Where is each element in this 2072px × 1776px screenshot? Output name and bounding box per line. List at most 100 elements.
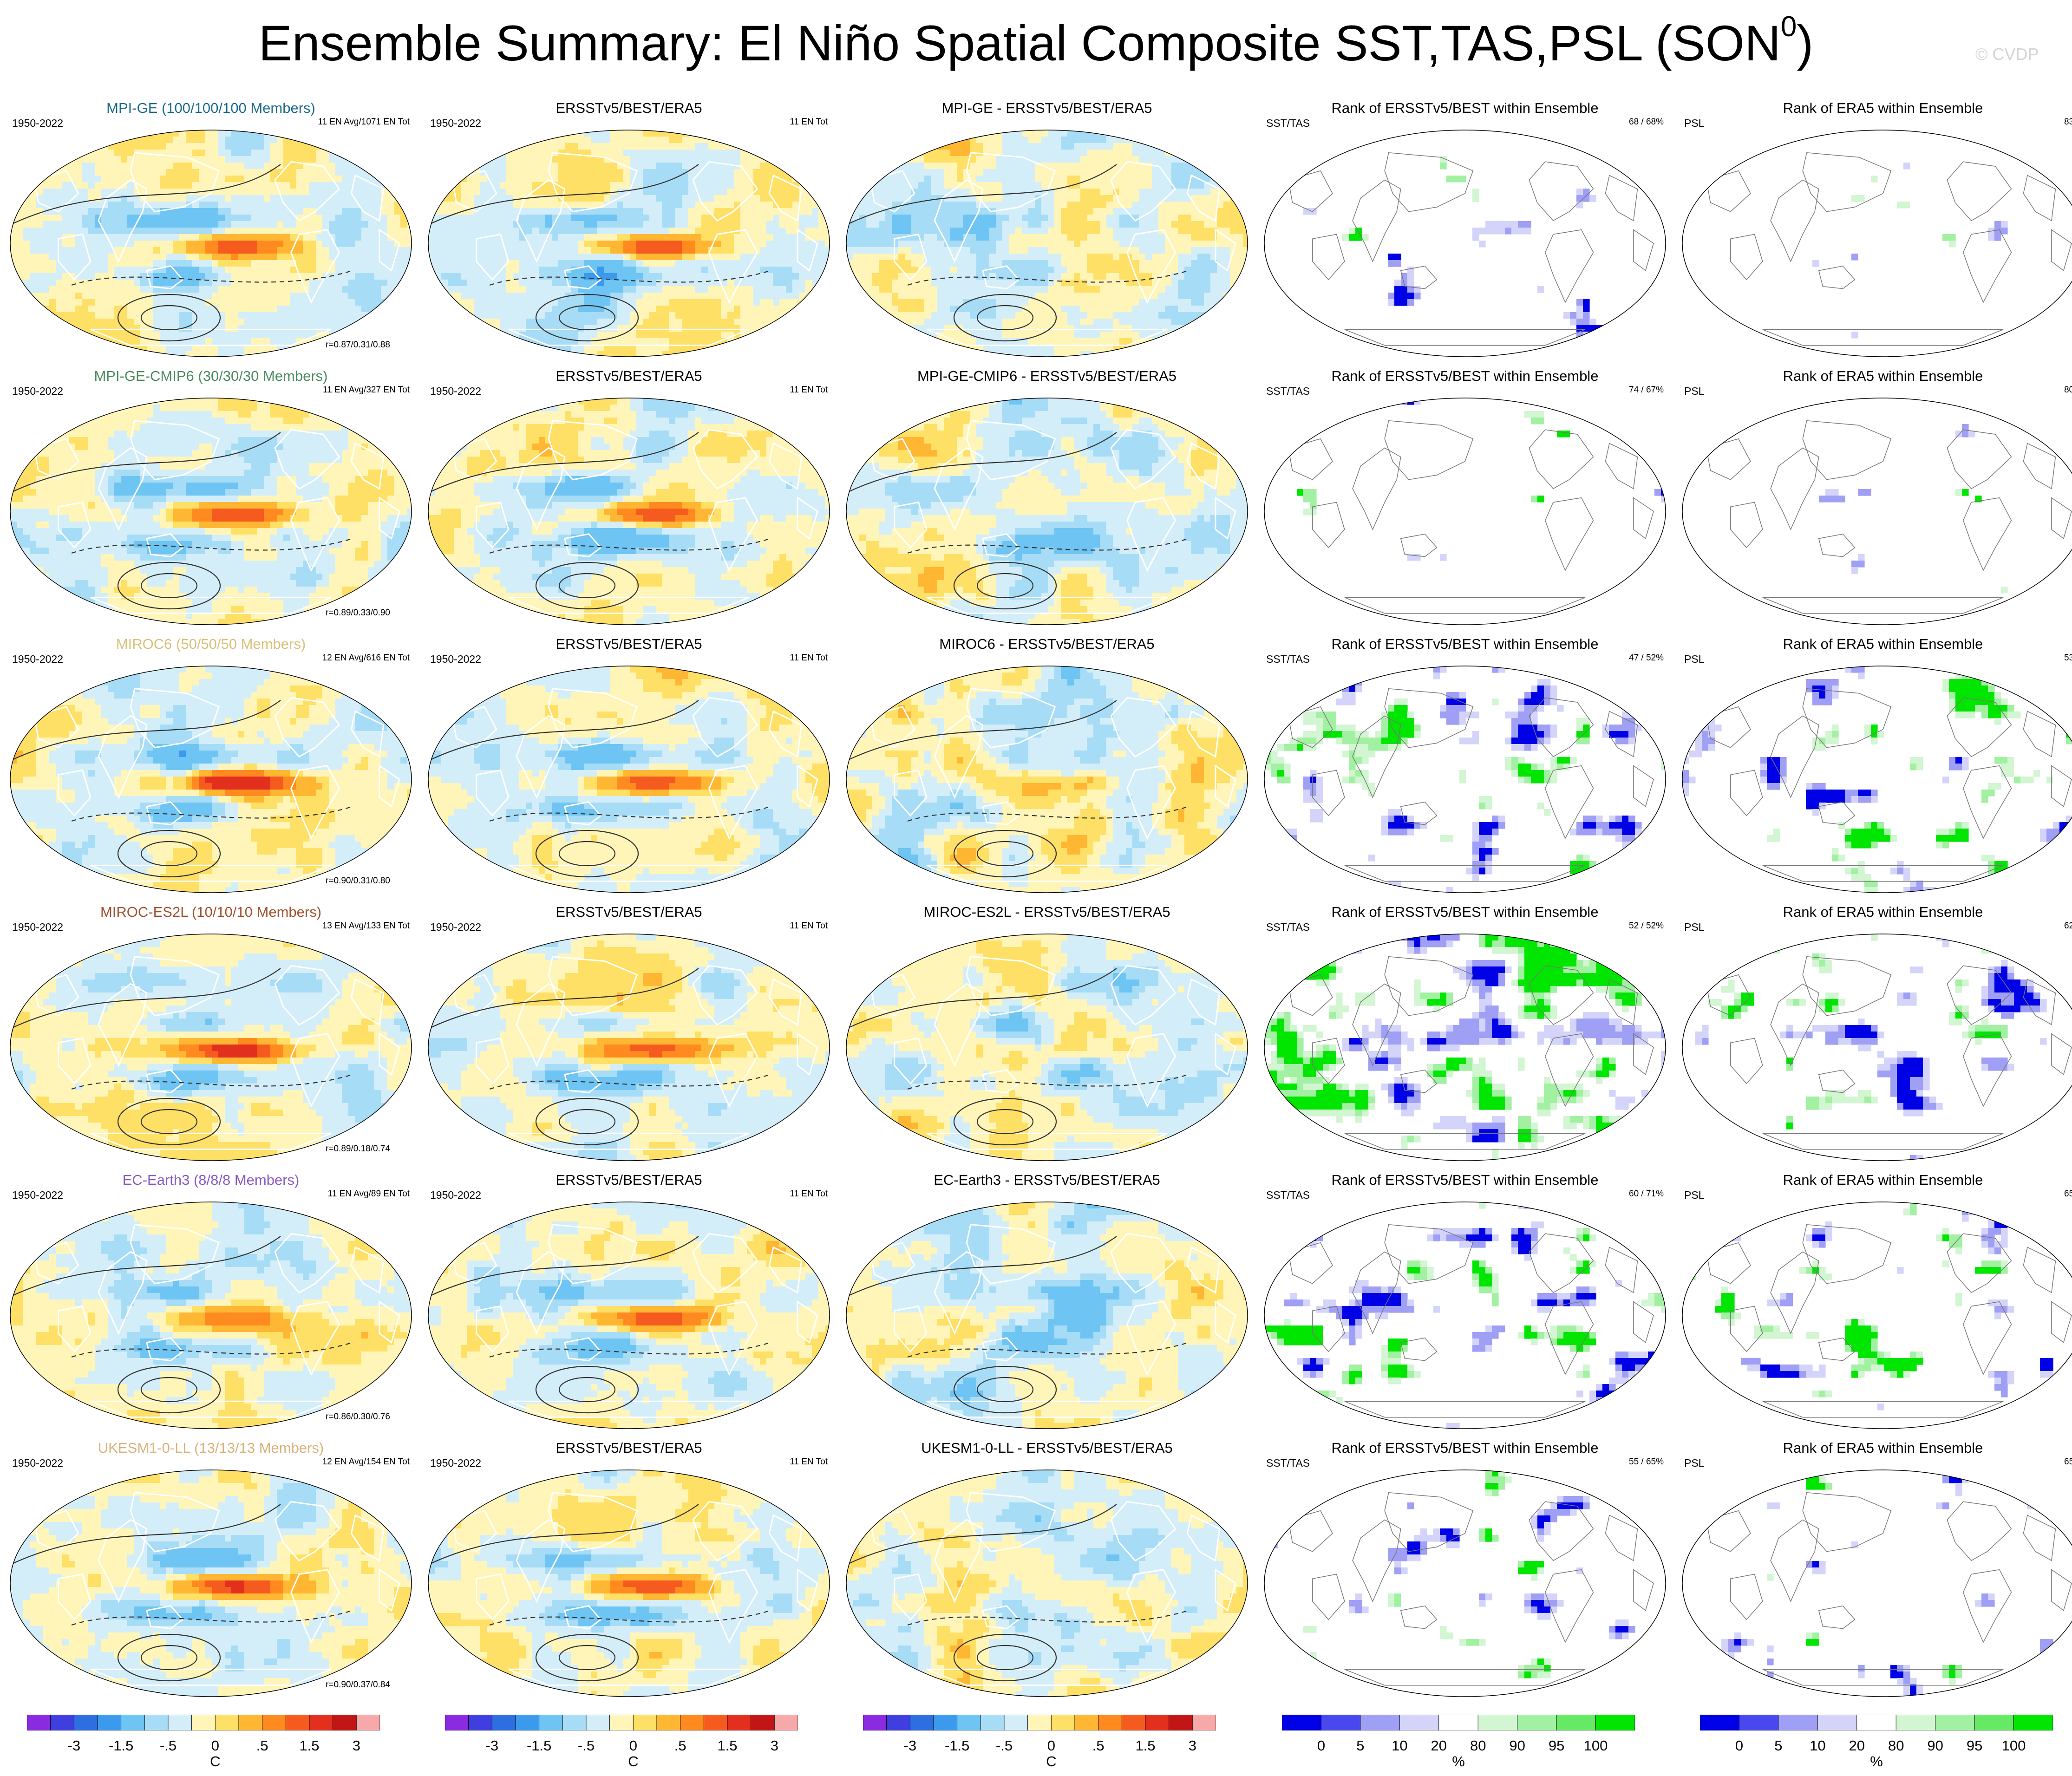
colorbar-box [73, 1715, 98, 1730]
panel-left-label: 1950-2022 [430, 921, 481, 933]
map-model-composite [10, 1201, 412, 1429]
colorbar-box [1935, 1715, 1975, 1730]
pattern-correlation: r=0.89/0.18/0.74 [326, 1144, 390, 1154]
panel-right-label: 11 EN Tot [790, 1457, 828, 1467]
panel-difference-row-4: MIROC-ES2L - ERSSTv5/BEST/ERA5 [840, 904, 1254, 1172]
panel-obs-composite-row-6: ERSSTv5/BEST/ERA5 1950-2022 11 EN Tot [422, 1440, 836, 1708]
colorbar-ticks: 0 5 10 20 80 90 95 100 [1282, 1738, 1635, 1755]
colorbar-rank-sst: 0 5 10 20 80 90 95 100% [1282, 1715, 1635, 1775]
pattern-correlation: r=0.90/0.37/0.84 [326, 1680, 390, 1690]
pattern-correlation: r=0.87/0.31/0.88 [326, 340, 390, 350]
panel-left-label: 1950-2022 [430, 1457, 481, 1469]
panel-title: MIROC6 - ERSSTv5/BEST/ERA5 [840, 636, 1254, 652]
map-rank-psl [1682, 666, 2072, 893]
panel-right-label: 80% [2064, 385, 2072, 395]
colorbar-box [121, 1715, 145, 1730]
colorbar-box [980, 1715, 1005, 1730]
colorbar-box [1517, 1715, 1557, 1730]
colorbar-tick-label: -3 [486, 1738, 499, 1754]
panel-left-label: 1950-2022 [12, 117, 63, 129]
colorbar-box [468, 1715, 492, 1730]
colorbar-box [1856, 1715, 1896, 1730]
panel-title: UKESM1-0-LL - ERSSTv5/BEST/ERA5 [840, 1440, 1254, 1456]
colorbar-tick-label: .5 [1092, 1738, 1105, 1754]
panel-model-composite-row-4: MIROC-ES2L (10/10/10 Members) 1950-2022 13… [4, 904, 418, 1172]
colorbar-ticks: -3 -1.5 -.5 0 .5 1.5 3 [27, 1738, 380, 1755]
colorbar-box [1282, 1715, 1321, 1730]
colorbar-tick-label: 1.5 [1135, 1738, 1155, 1754]
colorbar-box [562, 1715, 587, 1730]
map-rank-psl [1682, 130, 2072, 357]
panel-left-label: PSL [1684, 117, 1704, 129]
panel-right-label: 62% [2064, 921, 2072, 931]
map-rank-sst-tas [1264, 666, 1666, 893]
panel-right-label: 11 EN Tot [790, 1189, 828, 1199]
map-obs-composite [428, 1201, 830, 1429]
colorbar-box [1700, 1715, 1739, 1730]
colorbar-box [774, 1715, 798, 1730]
colorbar-anomaly-1: -3 -1.5 -.5 0 .5 1.5 3 C [27, 1715, 380, 1775]
colorbar-box [491, 1715, 516, 1730]
colorbar-tick-label: 10 [1810, 1738, 1825, 1754]
colorbar-tick-label: 10 [1392, 1738, 1407, 1754]
map-difference [846, 1469, 1248, 1697]
colorbar-box [1051, 1715, 1075, 1730]
colorbar-tick-label: 1.5 [717, 1738, 737, 1754]
panel-left-label: SST/TAS [1266, 1189, 1310, 1201]
colorbar-tick-label: 0 [1317, 1738, 1325, 1754]
map-model-composite [10, 398, 412, 625]
colorbar-box [886, 1715, 910, 1730]
panel-left-label: 1950-2022 [12, 921, 63, 933]
colorbar-box [1595, 1715, 1635, 1730]
colorbar-box [1145, 1715, 1170, 1730]
panel-right-label: 11 EN Tot [790, 117, 828, 127]
panel-model-composite-row-3: MIROC6 (50/50/50 Members) 1950-2022 12 EN … [4, 636, 418, 904]
panel-title: Rank of ERA5 within Ensemble [1676, 100, 2072, 116]
colorbar-box [863, 1715, 887, 1730]
colorbar-boxes [1700, 1715, 2053, 1730]
panel-title: Rank of ERA5 within Ensemble [1676, 368, 2072, 384]
panel-right-label: 47 / 52% [1629, 653, 1664, 663]
panel-right-label: 83% [2064, 117, 2072, 127]
panel-title: UKESM1-0-LL (13/13/13 Members) [4, 1440, 418, 1456]
panel-title: MIROC6 (50/50/50 Members) [4, 636, 418, 652]
panel-left-label: PSL [1684, 653, 1704, 665]
panel-left-label: 1950-2022 [12, 385, 63, 397]
panel-title: EC-Earth3 - ERSSTv5/BEST/ERA5 [840, 1172, 1254, 1188]
panel-right-label: 12 EN Avg/154 EN Tot [322, 1457, 410, 1467]
panel-title: Rank of ERSSTv5/BEST within Ensemble [1258, 1172, 1672, 1188]
colorbar-tick-label: 20 [1849, 1738, 1865, 1754]
colorbar-boxes [1282, 1715, 1635, 1730]
map-rank-psl [1682, 1469, 2072, 1697]
panel-right-label: 60 / 71% [1629, 1189, 1664, 1199]
colorbar-box [727, 1715, 752, 1730]
colorbar-anomaly-3: -3 -1.5 -.5 0 .5 1.5 3 C [863, 1715, 1216, 1775]
panel-title: Rank of ERA5 within Ensemble [1676, 904, 2072, 920]
panel-model-composite-row-6: UKESM1-0-LL (13/13/13 Members) 1950-2022 1… [4, 1440, 418, 1708]
colorbar-box [1121, 1715, 1146, 1730]
map-difference [846, 666, 1248, 893]
colorbar-tick-label: -3 [68, 1738, 81, 1754]
colorbar-tick-label: 0 [211, 1738, 219, 1754]
panel-title: ERSSTv5/BEST/ERA5 [422, 368, 836, 384]
colorbar-tick-label: -.5 [996, 1738, 1013, 1754]
panel-obs-composite-row-5: ERSSTv5/BEST/ERA5 1950-2022 11 EN Tot [422, 1172, 836, 1440]
panel-title: Rank of ERA5 within Ensemble [1676, 1172, 2072, 1188]
panel-title: ERSSTv5/BEST/ERA5 [422, 904, 836, 920]
panel-right-label: 74 / 67% [1629, 385, 1664, 395]
map-rank-psl [1682, 1201, 2072, 1429]
panel-right-label: 52 / 52% [1629, 921, 1664, 931]
colorbar-tick-label: .5 [256, 1738, 268, 1754]
colorbar-tick-label: 3 [353, 1738, 360, 1754]
colorbar-tick-label: -.5 [160, 1738, 176, 1754]
colorbar-tick-label: .5 [674, 1738, 686, 1754]
colorbar-box [333, 1715, 357, 1730]
colorbar-tick-label: 100 [1584, 1738, 1608, 1754]
panel-title: MPI-GE-CMIP6 - ERSSTv5/BEST/ERA5 [840, 368, 1254, 384]
colorbar-tick-label: 3 [771, 1738, 778, 1754]
map-obs-composite [428, 666, 830, 893]
panel-difference-row-6: UKESM1-0-LL - ERSSTv5/BEST/ERA5 [840, 1440, 1254, 1708]
map-difference [846, 398, 1248, 625]
panel-title: MPI-GE-CMIP6 (30/30/30 Members) [4, 368, 418, 384]
